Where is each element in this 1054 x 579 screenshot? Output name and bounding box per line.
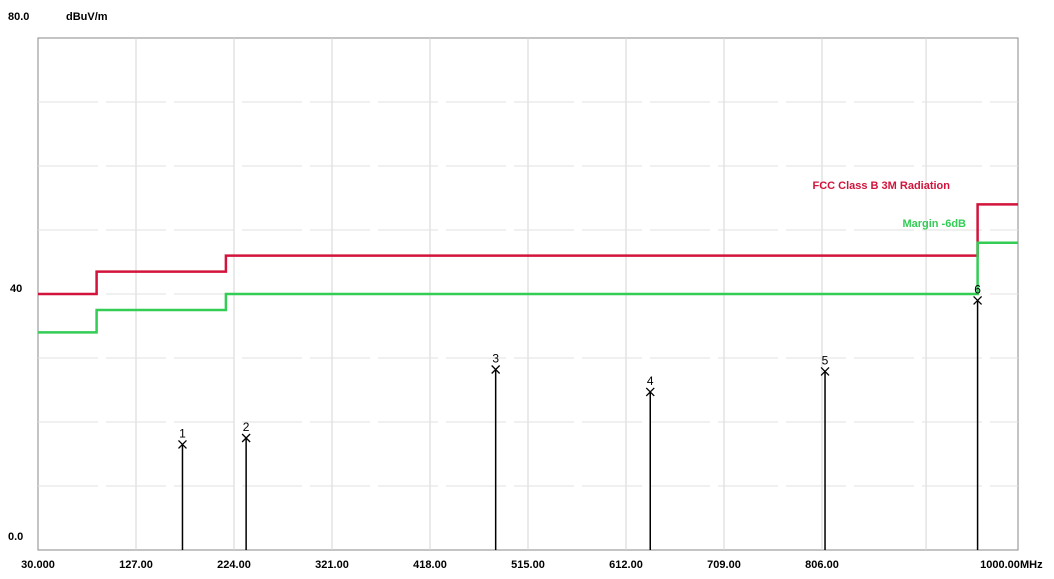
marker-label: 6 (974, 282, 981, 296)
marker-label: 4 (647, 374, 654, 388)
series-line-1 (38, 203, 1018, 296)
x-tick-label: 30.000 (21, 559, 55, 571)
marker-x-icon (178, 439, 187, 449)
marker-x-icon (241, 433, 251, 443)
y-unit-label: dBuV/m (66, 11, 108, 23)
x-tick-label: 612.00 (609, 559, 643, 571)
x-tick-labels: 30.000 127.00 224.00 321.00 418.00 515.00 612.… (21, 559, 1020, 571)
y-bottom-label: 0.0 (8, 531, 23, 543)
marker-x-icon (820, 366, 830, 376)
x-tick-label: 1000.00 (980, 559, 1020, 571)
y-top-label: 80.0 (8, 11, 29, 23)
x-tick-label: 418.00 (413, 559, 447, 571)
grid (38, 38, 1018, 550)
marker-x-icon (645, 387, 655, 397)
x-unit-label: MHz (1020, 559, 1043, 571)
series-line-2 (38, 241, 1018, 334)
emission-markers: 1 2 3 4 5 6 (178, 282, 983, 550)
marker-label: 1 (179, 426, 186, 440)
x-tick-label: 515.00 (511, 559, 545, 571)
series-label-limit: FCC Class B 3M Radiation (812, 180, 950, 192)
series-label-margin: Margin -6dB (902, 218, 966, 230)
marker-x-icon (491, 365, 501, 374)
x-tick-label: 127.00 (119, 559, 153, 571)
marker-x-icon (973, 295, 983, 305)
marker-label: 5 (822, 353, 829, 367)
limit-series: FCC Class B 3M Radiation Margin -6dB (38, 180, 1018, 334)
marker-label: 2 (243, 420, 250, 434)
marker-label: 3 (492, 352, 499, 366)
x-tick-label: 321.00 (315, 559, 349, 571)
x-tick-label: 806.00 (805, 559, 839, 571)
y-mid-label: 40 (10, 283, 22, 295)
x-tick-label: 709.00 (707, 559, 741, 571)
x-tick-label: 224.00 (217, 559, 251, 571)
